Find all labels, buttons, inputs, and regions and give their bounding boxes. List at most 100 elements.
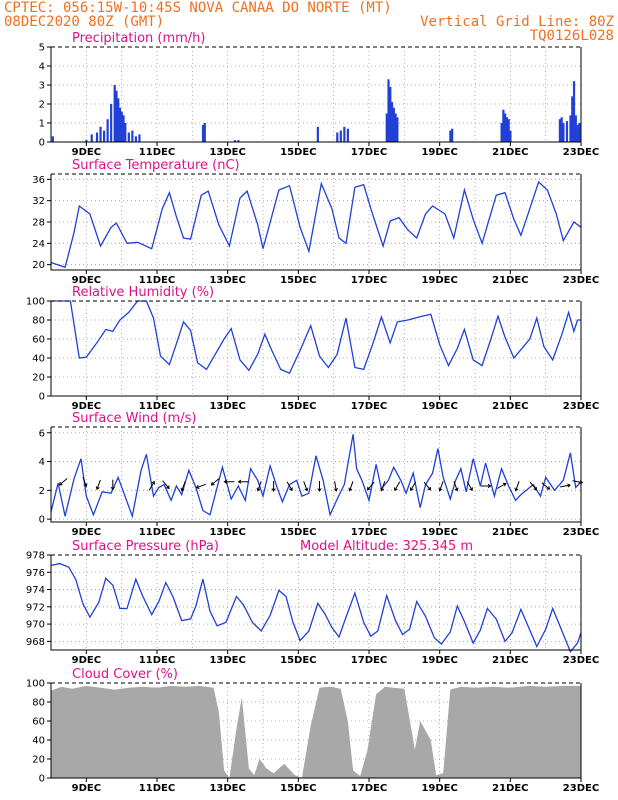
- y-tick-label: 4: [39, 457, 45, 468]
- wind-arrow: [162, 480, 170, 490]
- wind-arrow: [466, 481, 473, 492]
- x-tick-label: 21DEC: [492, 655, 528, 666]
- x-tick-label: 13DEC: [209, 783, 245, 794]
- y-tick-label: 80: [32, 316, 45, 327]
- y-tick-label: 36: [32, 175, 45, 186]
- y-tick-label: 100: [26, 297, 45, 308]
- wind-arrow: [438, 481, 444, 492]
- wind-arrow: [271, 481, 276, 492]
- wind-arrow: [348, 481, 354, 492]
- x-tick-label: 21DEC: [492, 147, 528, 158]
- x-tick-label: 21DEC: [492, 275, 528, 286]
- y-tick-label: 978: [26, 551, 45, 562]
- wind-arrow: [480, 483, 492, 489]
- precip-bar: [95, 132, 99, 142]
- precip-bar: [85, 140, 88, 142]
- wind-arrow: [423, 481, 432, 491]
- y-tick-label: 3: [39, 81, 45, 92]
- wind-line: [50, 434, 582, 519]
- precip-bar: [449, 130, 452, 142]
- y-tick-label: 28: [32, 218, 45, 229]
- precip-title: Precipitation (mm/h): [72, 31, 205, 46]
- precip-bar: [558, 119, 561, 142]
- wind-arrow: [256, 481, 262, 492]
- precip-panel: 0 1 2 3 4 5 9DEC 11DEC 13DEC 15DEC 17DEC 19DEC 21DEC…: [39, 31, 600, 158]
- x-tick-label: 21DEC: [492, 783, 528, 794]
- precip-bar: [396, 117, 399, 142]
- precip-bar: [336, 132, 339, 142]
- x-tick-label: 13DEC: [209, 147, 245, 158]
- x-tick-label: 15DEC: [280, 147, 316, 158]
- wind-panel: 0 2 4 6 9DEC 11DEC 13DEC 15DEC 17DEC 19DEC 21DEC 23…: [39, 411, 600, 538]
- wind-arrow: [82, 476, 88, 488]
- cloud-cover-area: [51, 685, 581, 778]
- y-tick-label: 974: [26, 585, 45, 596]
- precip-bar: [569, 115, 572, 142]
- x-tick-label: 23DEC: [563, 275, 599, 286]
- y-tick-label: 1: [39, 119, 45, 130]
- y-tick-label: 0: [39, 392, 45, 403]
- x-tick-label: 11DEC: [139, 275, 175, 286]
- x-tick-label: 19DEC: [421, 275, 457, 286]
- wind-arrow: [514, 481, 520, 492]
- x-tick-label: 13DEC: [209, 655, 245, 666]
- x-tick-label: 17DEC: [351, 275, 387, 286]
- temp-title: Surface Temperature (nC): [72, 158, 240, 173]
- y-tick-label: 6: [39, 428, 45, 439]
- x-tick-label: 9DEC: [72, 783, 101, 794]
- precip-bar: [385, 113, 388, 142]
- plot-frame: [50, 174, 582, 271]
- x-tick-label: 13DEC: [209, 275, 245, 286]
- precip-bar: [504, 113, 507, 142]
- precip-bar: [90, 134, 93, 142]
- wind-arrow: [333, 481, 338, 492]
- precip-bar: [343, 126, 346, 142]
- x-tick-label: 13DEC: [209, 401, 245, 412]
- x-tick-label: 9DEC: [72, 275, 101, 286]
- x-tick-label: 9DEC: [72, 655, 101, 666]
- wind-arrow: [560, 483, 571, 488]
- x-tick-label: 23DEC: [563, 655, 599, 666]
- y-tick-label: 2: [39, 100, 45, 111]
- wind-arrow: [58, 478, 68, 486]
- y-tick-label: 970: [26, 620, 45, 631]
- precip-bar: [576, 124, 579, 142]
- y-tick-label: 24: [32, 239, 45, 250]
- y-tick-label: 40: [32, 736, 45, 747]
- precip-bar: [99, 126, 102, 142]
- precip-bar: [122, 115, 125, 142]
- wind-arrow: [453, 481, 459, 492]
- precip-bar: [574, 115, 577, 142]
- precip-bar: [134, 136, 137, 142]
- x-tick-label: 13DEC: [209, 527, 245, 538]
- y-tick-label: 100: [26, 679, 45, 690]
- y-tick-label: 60: [32, 717, 45, 728]
- precip-bar: [233, 140, 236, 142]
- x-tick-label: 19DEC: [421, 147, 457, 158]
- rh-panel: 0 20 40 60 80 100 9DEC 11DEC 13DEC 15DEC 17DEC 19DE…: [26, 285, 599, 412]
- precip-bar: [103, 130, 106, 142]
- x-tick-label: 15DEC: [280, 655, 316, 666]
- x-tick-label: 17DEC: [351, 655, 387, 666]
- precip-bar: [316, 126, 319, 142]
- y-tick-label: 2: [39, 486, 45, 497]
- x-tick-label: 11DEC: [139, 527, 175, 538]
- x-tick-label: 15DEC: [280, 783, 316, 794]
- precip-bar: [131, 130, 134, 142]
- rh-line: [51, 300, 581, 375]
- x-tick-label: 23DEC: [563, 401, 599, 412]
- wind-arrow: [496, 482, 507, 489]
- wind-arrow: [110, 479, 115, 491]
- header-station: CPTEC: 056:15W-10:45S NOVA CANAA DO NORT…: [4, 0, 392, 16]
- x-tick-label: 15DEC: [280, 401, 316, 412]
- x-tick-label: 23DEC: [563, 783, 599, 794]
- wind-arrow: [237, 479, 249, 484]
- wind-arrow: [180, 481, 186, 492]
- plot-frame: [50, 301, 582, 397]
- x-tick-label: 15DEC: [280, 275, 316, 286]
- precip-bar: [390, 102, 394, 142]
- panels: 0 1 2 3 4 5 9DEC 11DEC 13DEC 15DEC 17DEC 19DEC 21DEC…: [26, 31, 599, 794]
- rh-title: Relative Humidity (%): [72, 285, 214, 300]
- x-tick-label: 19DEC: [421, 783, 457, 794]
